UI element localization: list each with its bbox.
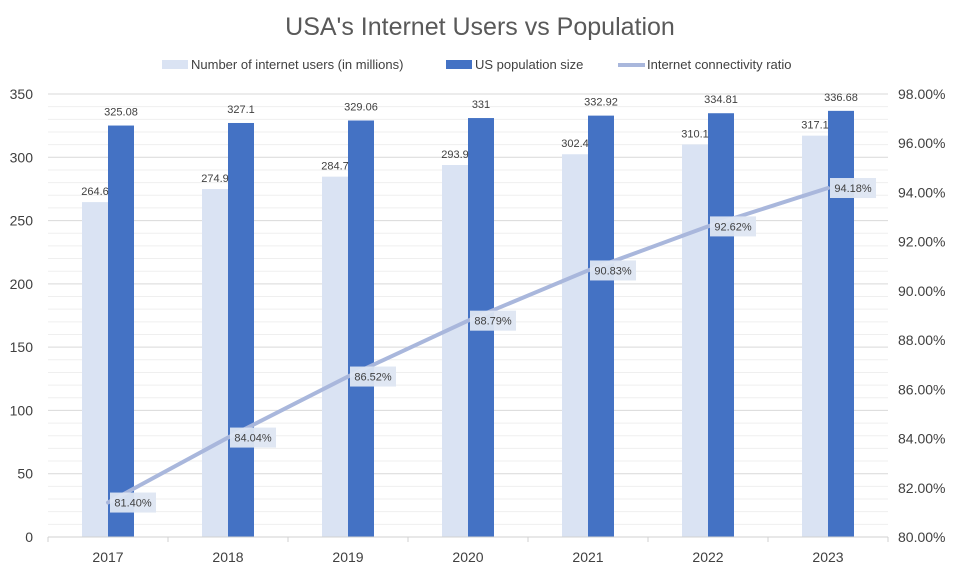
legend-swatch-internet-users: [162, 60, 188, 69]
bar-internet-users: [562, 154, 588, 538]
data-label-internet-users: 293.9: [441, 149, 469, 161]
data-label-internet-users: 317.1: [801, 120, 829, 132]
bar-internet-users: [202, 189, 228, 537]
y2-tick-label: 80.00%: [898, 529, 945, 545]
x-tick-label: 2023: [812, 549, 843, 565]
data-label-population: 332.92: [584, 97, 618, 109]
data-label-connectivity-ratio: 84.04%: [230, 427, 276, 448]
data-label-internet-users: 284.7: [321, 161, 349, 173]
y-tick-label: 100: [10, 402, 34, 418]
bar-population: [588, 115, 614, 537]
data-label-text: 81.40%: [114, 498, 152, 510]
y2-tick-label: 92.00%: [898, 234, 945, 250]
data-label-connectivity-ratio: 86.52%: [350, 366, 396, 387]
y2-tick-label: 86.00%: [898, 381, 945, 397]
bar-population: [348, 120, 374, 537]
y-axis-right: 80.00% 82.00% 84.00% 86.00% 88.00% 90.00% 92.0…: [898, 86, 945, 545]
y2-tick-label: 96.00%: [898, 135, 945, 151]
connectivity-line-path: [106, 186, 830, 505]
data-label-text: 84.04%: [234, 433, 272, 445]
bar-internet-users: [82, 202, 108, 538]
x-tick-label: 2018: [212, 549, 243, 565]
connectivity-line: [106, 186, 830, 505]
bar-population: [828, 110, 854, 537]
data-label-connectivity-ratio: 94.18%: [830, 178, 876, 199]
bar-internet-users: [682, 144, 708, 537]
y2-tick-label: 82.00%: [898, 480, 945, 496]
y-tick-label: 200: [10, 276, 34, 292]
data-label-text: 94.18%: [834, 183, 872, 195]
data-label-background: [470, 310, 516, 331]
legend-item-population[interactable]: US population size: [446, 57, 583, 72]
chart-title: USA's Internet Users vs Population: [285, 13, 675, 41]
x-tick-label: 2022: [692, 549, 723, 565]
y2-tick-label: 84.00%: [898, 431, 945, 447]
data-label-internet-users: 264.6: [81, 186, 109, 198]
legend-item-internet-users[interactable]: Number of internet users (in millions): [162, 57, 403, 72]
x-tick-label: 2020: [452, 549, 483, 565]
bar-population: [228, 122, 254, 537]
data-label-population: 336.68: [824, 92, 858, 104]
y-tick-label: 350: [10, 86, 34, 102]
data-labels: 264.6 325.08 274.9 327.1 284.7 329.06 293.9 331…: [81, 92, 876, 513]
data-label-text: 88.79%: [474, 316, 512, 328]
y2-tick-label: 98.00%: [898, 86, 945, 102]
data-label-text: 86.52%: [354, 372, 392, 384]
bar-population: [108, 125, 134, 538]
legend: Number of internet users (in millions) U…: [162, 57, 792, 72]
data-label-population: 327.1: [227, 104, 255, 116]
y-tick-label: 150: [10, 339, 34, 355]
y2-tick-label: 90.00%: [898, 283, 945, 299]
data-label-background: [590, 260, 636, 281]
data-label-internet-users: 274.9: [201, 173, 229, 185]
x-tick-label: 2021: [572, 549, 603, 565]
bar-internet-users: [322, 176, 348, 538]
legend-label-internet-users: Number of internet users (in millions): [191, 57, 403, 72]
bar-internet-users: [442, 165, 468, 537]
data-label-internet-users: 310.1: [681, 129, 709, 141]
legend-label-population: US population size: [475, 57, 583, 72]
x-tick-label: 2019: [332, 549, 363, 565]
y-axis-left: 0 50 100 150 200 250 300 350: [10, 86, 34, 545]
data-label-connectivity-ratio: 88.79%: [470, 310, 516, 331]
data-label-background: [830, 178, 876, 199]
legend-swatch-population: [446, 60, 472, 69]
y2-tick-label: 94.00%: [898, 184, 945, 200]
x-tick-label: 2017: [92, 549, 123, 565]
data-label-background: [710, 216, 756, 237]
data-label-connectivity-ratio: 92.62%: [710, 216, 756, 237]
legend-label-connectivity-ratio: Internet connectivity ratio: [647, 57, 792, 72]
bar-population: [708, 113, 734, 537]
data-label-population: 329.06: [344, 102, 378, 114]
data-label-connectivity-ratio: 81.40%: [110, 492, 156, 513]
y-tick-label: 250: [10, 213, 34, 229]
x-axis: 2017 2018 2019 2020 2021 2022 2023: [47, 536, 889, 565]
bar-internet-users: [802, 135, 828, 537]
y2-tick-label: 88.00%: [898, 332, 945, 348]
data-label-population: 325.08: [104, 107, 138, 119]
data-label-internet-users: 302.4: [561, 138, 589, 150]
y-tick-label: 50: [17, 466, 33, 482]
data-label-text: 90.83%: [594, 265, 632, 277]
data-label-population: 331: [472, 99, 490, 111]
legend-item-connectivity-ratio[interactable]: Internet connectivity ratio: [618, 57, 792, 72]
y-tick-label: 300: [10, 149, 34, 165]
data-label-background: [110, 492, 156, 513]
data-label-population: 334.81: [704, 94, 738, 106]
data-label-connectivity-ratio: 90.83%: [590, 260, 636, 281]
data-label-text: 92.62%: [714, 221, 752, 233]
data-label-background: [350, 366, 396, 387]
bars: [82, 110, 854, 538]
y-tick-label: 0: [25, 529, 33, 545]
data-label-background: [230, 427, 276, 448]
